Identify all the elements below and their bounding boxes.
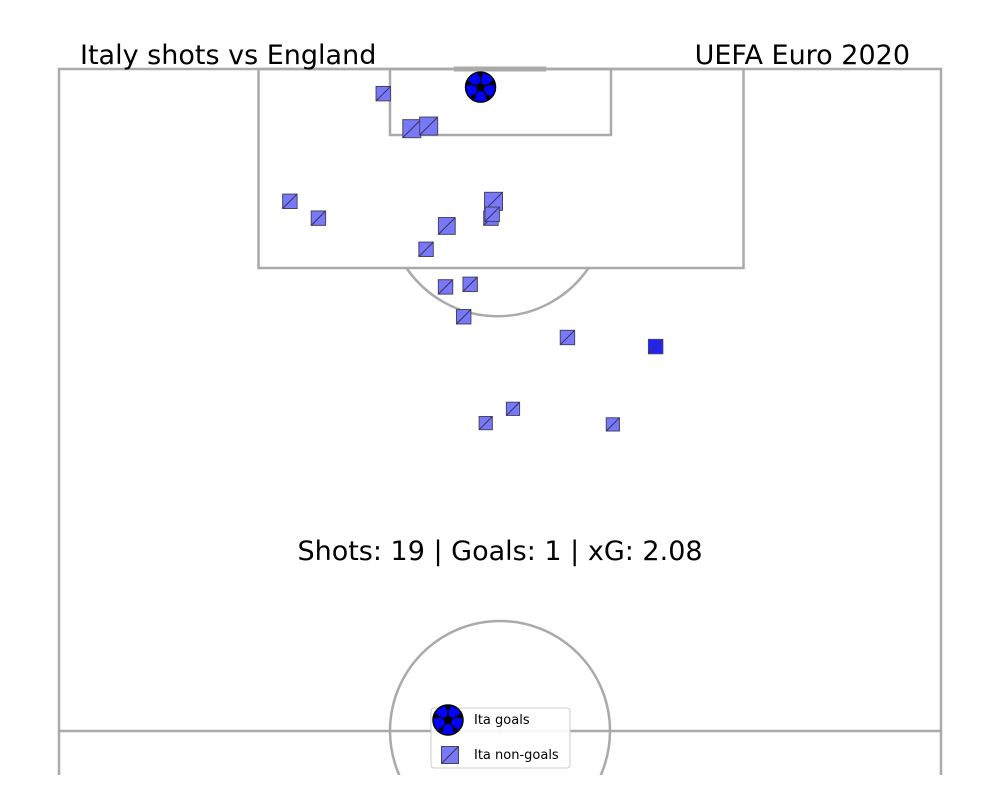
non-goal-shot-8 [484,206,500,222]
goal-shot-0 [464,71,497,103]
legend-label-non-goals: Ita non-goals [474,748,559,763]
legend-non-goal-square [441,746,459,764]
non-goal-shot-0 [375,85,391,102]
goal-shot-0-pentagon [475,82,486,92]
non-goal-shot-10-hatch [462,276,478,292]
penalty-arc [405,267,590,318]
non-goal-shot-15 [505,401,521,416]
non-goal-shot-3 [282,193,298,210]
goal-shot-0-patch [489,80,495,86]
legend: Ita goals Ita non-goals [430,704,571,769]
non-goal-shot-1-hatch [402,119,422,139]
football-icon [432,704,464,736]
legend-goal-ball-patch [457,713,463,719]
legend-goal-ball-patch [438,727,444,733]
goal-shot-0-patch [470,94,476,100]
chart-title-right: UEFA Euro 2020 [695,40,910,71]
non-goal-shot-12 [455,309,472,325]
goal-shot-0-patch [485,94,491,100]
non-goal-shot-14 [647,338,664,355]
non-goal-shot-16 [478,415,493,431]
non-goal-shot-4 [310,210,327,226]
penalty-area [257,67,745,270]
non-goal-shot-13 [559,329,576,346]
non-goal-shot-2-hatch [419,116,439,136]
non-goal-shot-5 [437,217,456,235]
legend-goal-ball-patch [452,727,458,733]
non-goal-shot-16-hatch [478,416,493,431]
legend-non-goal-square-hatch [441,746,459,764]
non-goal-shot-17 [605,417,620,432]
stats-summary: Shots: 19 | Goals: 1 | xG: 2.08 [297,536,702,567]
non-goal-shot-0-hatch [375,86,391,102]
non-goal-shot-11-hatch [437,279,454,295]
shots-layer [282,71,664,432]
non-goal-shot-1 [402,119,422,139]
non-goal-shot-8-hatch [484,206,500,222]
center-circle [388,619,612,800]
goal-shot-0-patch [466,80,472,86]
goal-shot-0-patch [478,72,483,78]
legend-goal-ball-pentagon [443,715,453,724]
non-goal-shot-17-hatch [605,417,620,432]
non-goal-shot-15-hatch [506,401,520,416]
non-goal-shot-13-hatch [559,329,576,346]
non-goal-shot-10 [462,276,478,293]
pitch [0,66,1000,800]
hatched-square-icon [441,746,459,764]
non-goal-shot-12-hatch [456,309,472,325]
non-goal-shot-11 [437,279,454,295]
non-goal-shot-9-hatch [418,241,434,257]
non-goal-shot-5-hatch [438,217,456,235]
legend-label-goals: Ita goals [474,713,530,728]
legend-goal-ball-patch [433,713,439,719]
legend-box [430,707,571,769]
pitch-outline [57,67,943,791]
non-goal-shot-2 [419,116,439,136]
non-goal-shot-3-hatch [282,193,298,209]
legend-goal-ball-patch [445,705,451,711]
chart-title-left: Italy shots vs England [80,40,376,71]
non-goal-shot-9 [418,241,434,257]
non-goal-shot-14-hatch [648,339,664,355]
legend-goal-ball [432,704,464,736]
non-goal-shot-4-hatch [310,210,326,226]
